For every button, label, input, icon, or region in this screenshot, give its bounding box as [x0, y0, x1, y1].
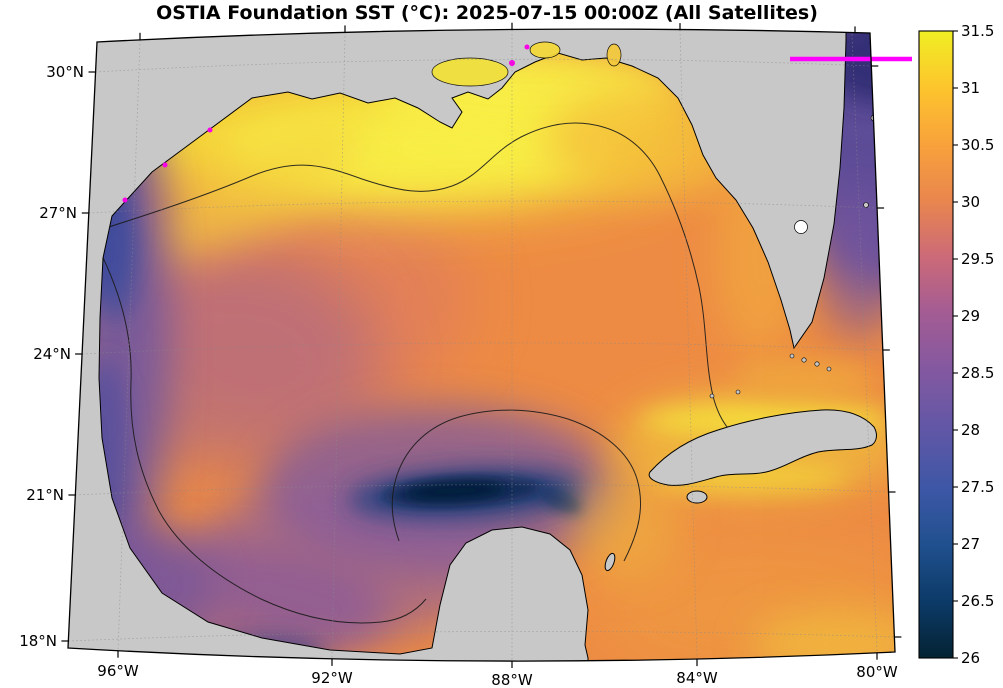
colorbar-ticks — [953, 30, 958, 659]
lake-okeechobee — [794, 220, 808, 234]
bathymetry-contours — [92, 122, 753, 624]
lon-tick-label-92w: 92°W — [311, 669, 353, 687]
colorbar-tick-label: 28 — [961, 421, 980, 439]
sst-field — [68, 29, 895, 662]
lat-tick-label-18n: 18°N — [19, 632, 57, 650]
colorbar-tick-label: 31 — [961, 79, 980, 97]
lat-tick-label-27n: 27°N — [39, 204, 77, 222]
contour-campeche-bank — [391, 409, 642, 562]
figure-title: OSTIA Foundation SST (°C): 2025-07-15 00… — [156, 2, 818, 24]
colorbar-tick-label: 28.5 — [961, 364, 994, 382]
inland-waters — [431, 41, 808, 234]
colorbar-tick-label: 31.5 — [961, 22, 994, 40]
contour-north-shelf — [92, 122, 753, 448]
graticule — [68, 29, 895, 661]
lon-tick-label-96w: 96°W — [97, 662, 139, 680]
lon-tick-label-88w: 88°W — [491, 671, 533, 688]
map-frame — [67, 28, 896, 662]
lat-tick-label-24n: 24°N — [33, 345, 71, 363]
lat-tick-label-30n: 30°N — [46, 63, 84, 81]
colorbar-tick-label: 26 — [961, 649, 980, 667]
colorbar-tick-label: 29 — [961, 307, 980, 325]
colorbar-tick-label: 26.5 — [961, 592, 994, 610]
lon-tick-label-84w: 84°W — [676, 669, 718, 687]
colorbar-tick-label: 30 — [961, 193, 980, 211]
colorbar-tick-label: 30.5 — [961, 136, 994, 154]
colorbar — [918, 30, 954, 659]
lat-tick-label-21n: 21°N — [26, 486, 64, 504]
colorbar-tick-label: 27 — [961, 535, 980, 553]
land-cozumel — [604, 552, 616, 572]
lon-tick-label-80w: 80°W — [856, 663, 898, 681]
land-isle-of-youth — [686, 490, 708, 504]
axis-ticks — [61, 22, 902, 668]
contour-west-shelf — [92, 237, 427, 624]
colorbar-tick-label: 29.5 — [961, 250, 994, 268]
land-cuba — [648, 409, 877, 486]
colorbar-tick-label: 27.5 — [961, 478, 994, 496]
